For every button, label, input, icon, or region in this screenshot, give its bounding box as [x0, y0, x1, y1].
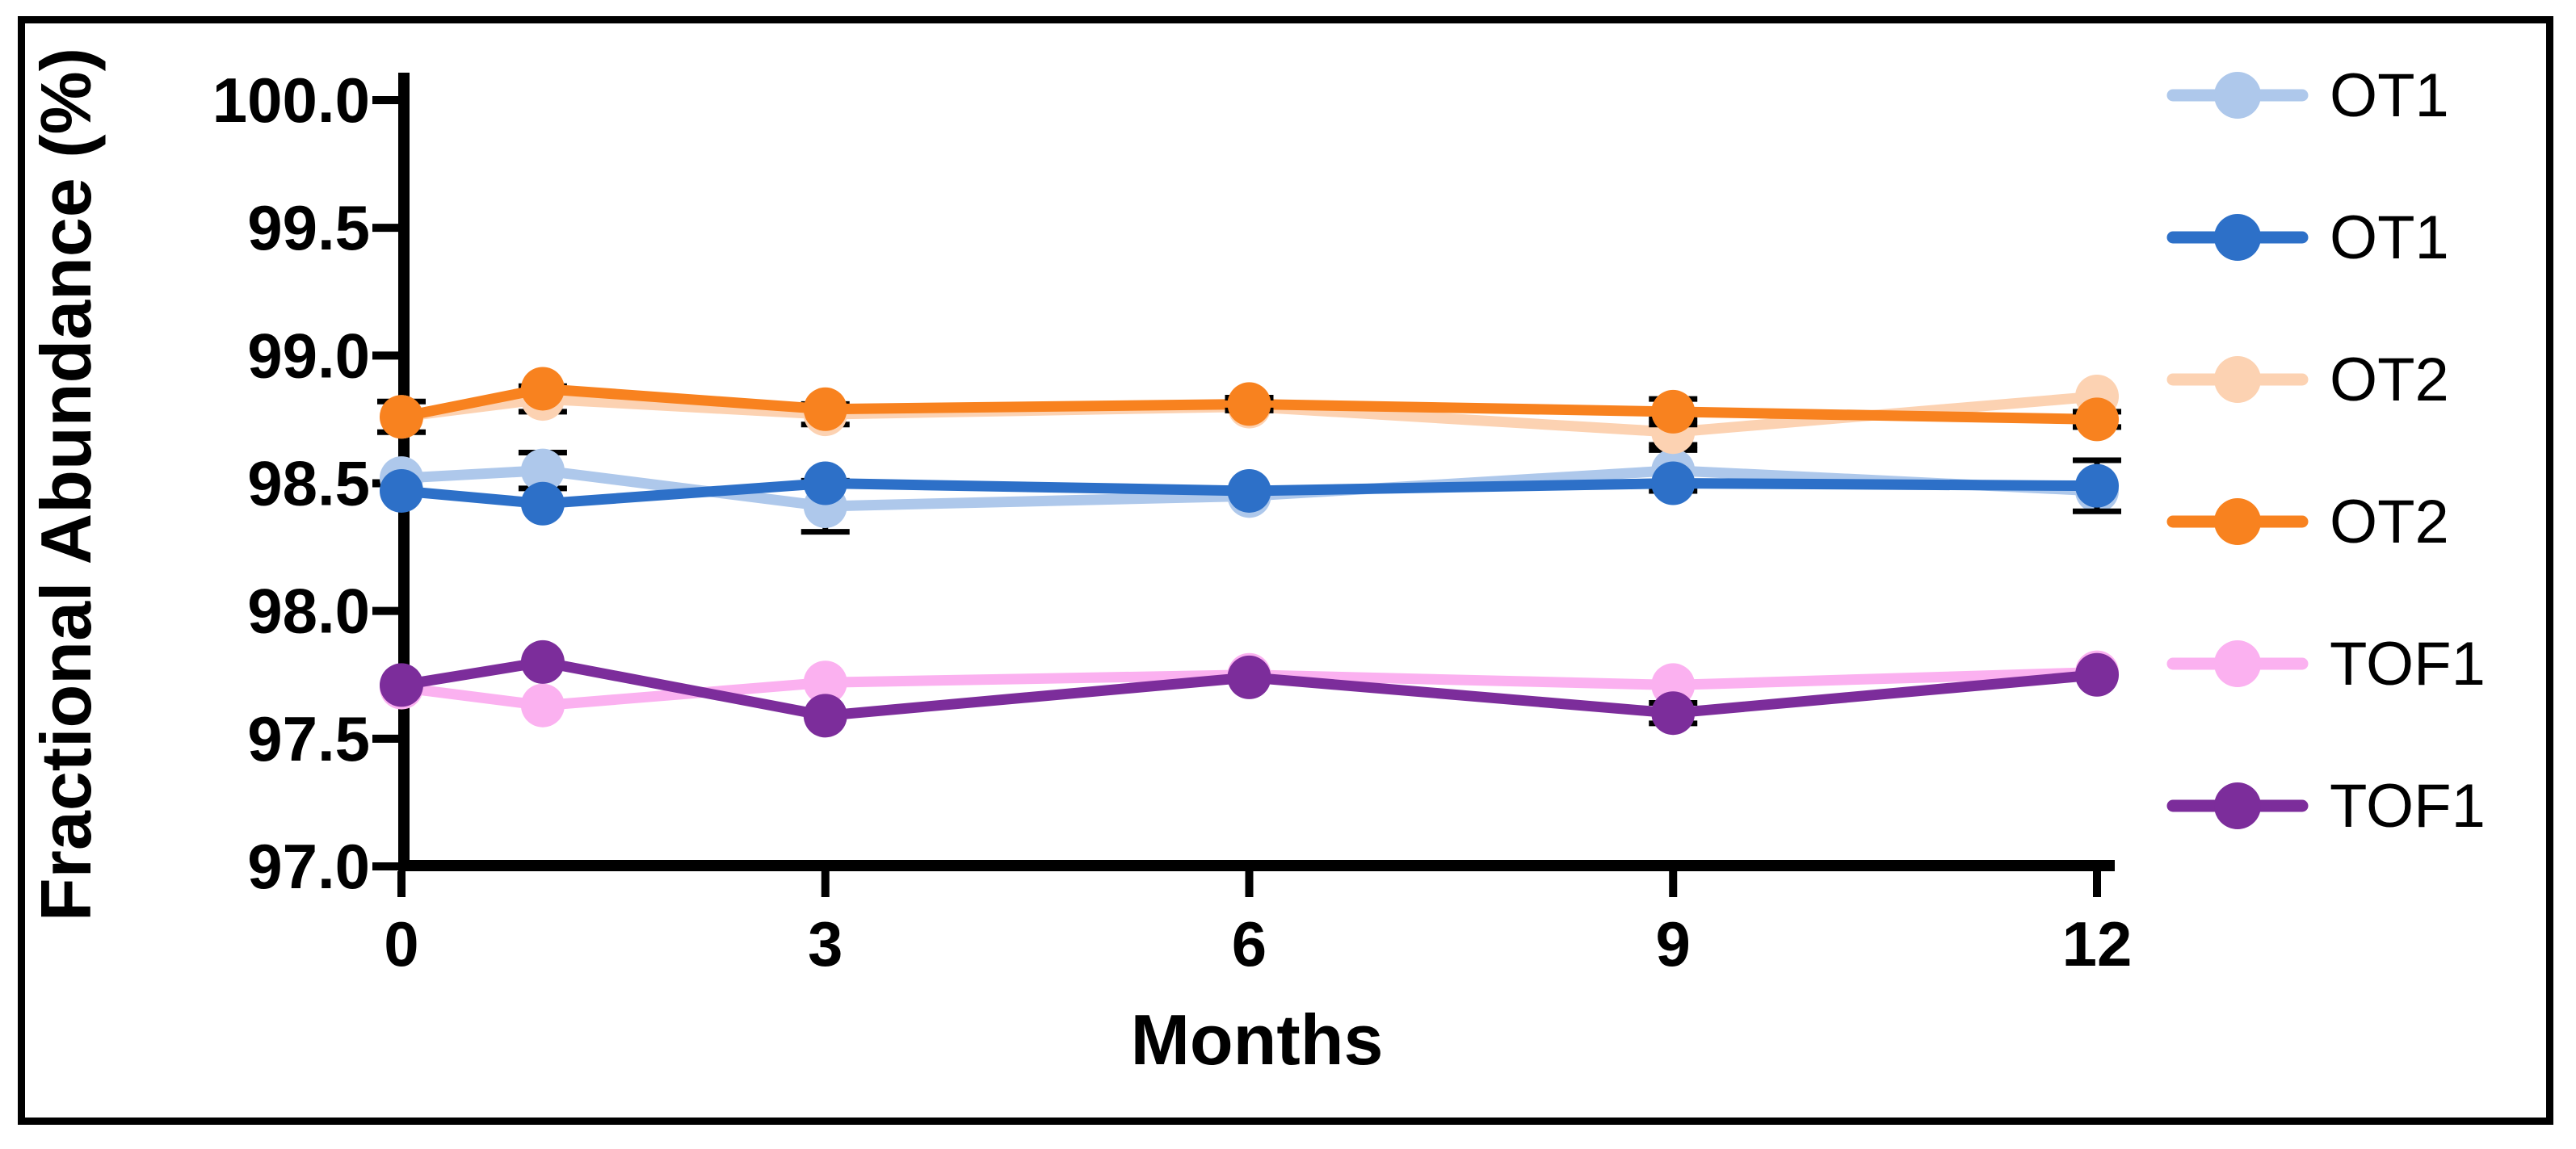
data-point	[1227, 655, 1271, 699]
x-tick-label: 3	[808, 908, 843, 979]
data-point	[1227, 382, 1271, 426]
legend-label: TOF1	[2330, 630, 2486, 698]
legend-label: OT1	[2330, 203, 2449, 272]
legend-label: OT2	[2330, 488, 2449, 556]
legend: OT1 OT1 OT2 OT2 TOF1 TOF1	[2166, 61, 2486, 841]
data-point	[1651, 461, 1696, 505]
series-ot1-dark	[380, 457, 2121, 526]
data-point	[803, 694, 847, 738]
x-tick-label: 9	[1656, 908, 1691, 979]
chart-frame	[18, 16, 2553, 1125]
legend-item-ot2-light: OT2	[2166, 346, 2449, 414]
data-point	[520, 683, 565, 728]
y-tick-label: 97.0	[247, 831, 370, 902]
data-point	[803, 387, 847, 431]
x-axis-ticks: 0 3 6 9 12	[384, 871, 2132, 979]
data-point	[803, 461, 847, 505]
x-tick-label: 0	[384, 908, 418, 979]
legend-item-ot1-light: OT1	[2166, 61, 2449, 130]
data-point	[380, 395, 423, 439]
series-line	[396, 465, 2103, 512]
data-point	[520, 448, 565, 493]
data-point	[803, 660, 847, 705]
series-line	[396, 656, 2103, 721]
legend-marker-dot	[2214, 782, 2261, 829]
legend-label: OT1	[2330, 61, 2449, 130]
series-line	[396, 383, 2103, 425]
legend-marker-dot	[2214, 498, 2261, 545]
y-tick-label: 99.5	[247, 192, 370, 263]
data-point	[380, 663, 423, 707]
series-line	[396, 478, 2103, 510]
y-axis-ticks: 100.0 99.5 99.0 98.5 98.0 97.5 97.0	[212, 65, 398, 902]
y-axis-title: Fractional Abundance (%)	[26, 48, 106, 921]
x-axis-title: Months	[1131, 1000, 1384, 1080]
x-tick-label: 6	[1232, 908, 1267, 979]
legend-item-tof1-dark: TOF1	[2166, 772, 2486, 841]
y-tick-label: 100.0	[212, 65, 370, 136]
y-tick-label: 99.0	[247, 320, 370, 391]
legend-marker-dot	[2214, 640, 2261, 687]
legend-label: OT2	[2330, 346, 2449, 414]
data-point	[2075, 652, 2119, 697]
y-tick-label: 97.5	[247, 703, 370, 774]
data-point	[1227, 468, 1271, 513]
legend-marker-dot	[2214, 72, 2261, 119]
series-tof1-dark	[380, 639, 2119, 738]
legend-item-ot2-dark: OT2	[2166, 488, 2449, 556]
legend-label: TOF1	[2330, 772, 2486, 841]
legend-item-tof1-light: TOF1	[2166, 630, 2486, 698]
y-tick-label: 98.5	[247, 448, 370, 519]
data-point	[1651, 691, 1696, 736]
data-point	[520, 639, 565, 684]
series-ot2-dark	[377, 367, 2121, 442]
series-line	[396, 667, 2103, 711]
y-tick-label: 98.0	[247, 576, 370, 647]
legend-item-ot1-dark: OT1	[2166, 203, 2449, 272]
legend-marker-dot	[2214, 214, 2261, 261]
x-tick-label: 12	[2062, 908, 2133, 979]
data-point	[520, 481, 565, 526]
data-point	[2075, 463, 2119, 508]
legend-marker-dot	[2214, 356, 2261, 403]
data-point	[1651, 389, 1696, 434]
data-point	[380, 468, 423, 513]
data-point	[520, 367, 565, 411]
data-point	[2075, 397, 2119, 442]
